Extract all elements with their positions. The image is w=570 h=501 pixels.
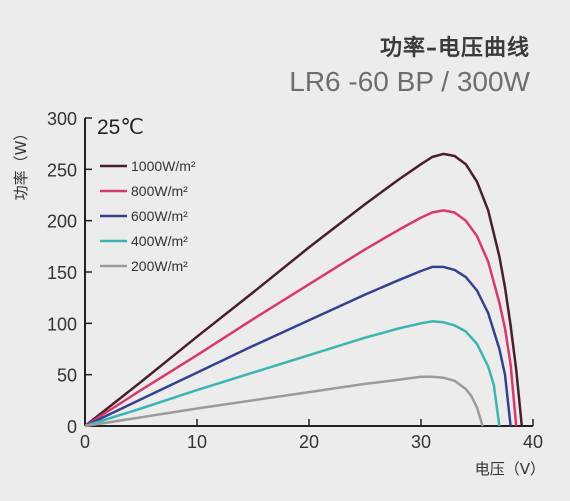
legend-label-4: 200W/m² <box>131 258 188 274</box>
y-axis-label: 功率（W） <box>12 126 30 201</box>
y-tick-label: 200 <box>47 212 77 232</box>
series-line-3 <box>84 320 501 428</box>
x-tick-label: 0 <box>80 432 90 452</box>
chart-subtitle: LR6 -60 BP / 300W <box>289 66 530 97</box>
y-tick-label: 250 <box>47 160 77 180</box>
y-tick-label: 50 <box>57 366 77 386</box>
x-tick-label: 10 <box>187 432 207 452</box>
legend-label-3: 400W/m² <box>131 233 188 249</box>
y-tick-label: 0 <box>67 417 77 437</box>
y-tick-label: 300 <box>47 109 77 129</box>
temperature-annotation: 25℃ <box>97 116 144 139</box>
chart-title: 功率–电压曲线 <box>379 36 530 61</box>
series-line-4 <box>84 375 484 428</box>
legend-label-2: 600W/m² <box>131 208 188 224</box>
legend-label-1: 800W/m² <box>131 183 188 199</box>
x-tick-label: 40 <box>523 432 543 452</box>
x-axis-label: 电压（V） <box>475 460 545 478</box>
legend-label-0: 1000W/m² <box>131 158 196 174</box>
x-tick-label: 30 <box>411 432 431 452</box>
x-tick-label: 20 <box>299 432 319 452</box>
y-tick-label: 150 <box>47 263 77 283</box>
series-line-2 <box>84 265 512 428</box>
series-line-1 <box>84 209 518 428</box>
series-line-0 <box>84 152 524 427</box>
y-tick-label: 100 <box>47 314 77 334</box>
